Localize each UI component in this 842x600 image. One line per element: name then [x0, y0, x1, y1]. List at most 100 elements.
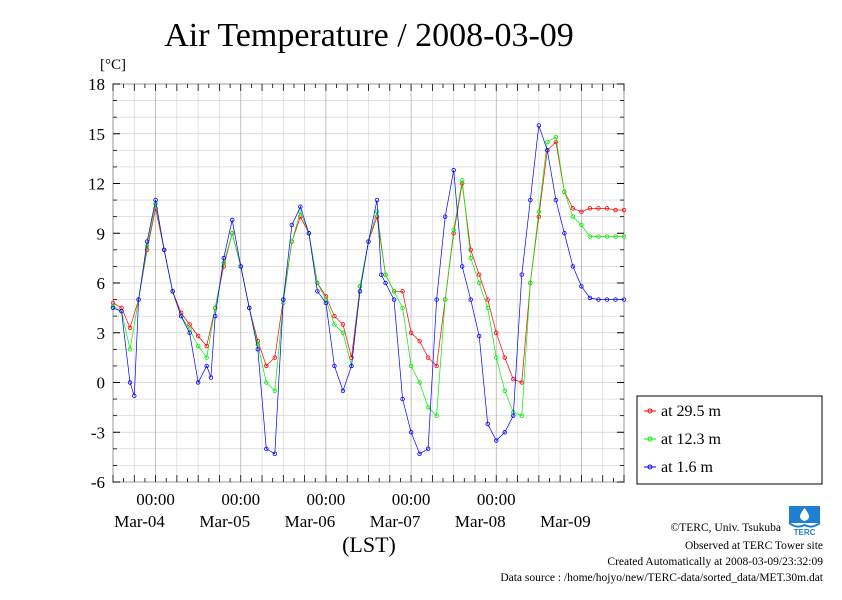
data-point [536, 214, 542, 219]
data-point [204, 363, 209, 369]
site-text: Observed at TERC Tower site [685, 540, 823, 552]
x-tick-date-label: Mar-05 [199, 512, 250, 531]
data-point [536, 123, 542, 128]
data-point [340, 388, 346, 393]
data-point [596, 234, 601, 239]
data-point [485, 305, 490, 311]
y-tick-label: 9 [97, 224, 106, 243]
data-point [400, 396, 405, 402]
data-point [212, 305, 218, 311]
data-point [604, 297, 610, 302]
data-point [391, 297, 397, 302]
data-point [195, 380, 201, 385]
legend-swatch-marker [647, 436, 653, 442]
data-point [485, 421, 490, 427]
x-tick-date-label: Mar-06 [285, 512, 336, 531]
y-tick-label: 12 [88, 175, 105, 194]
data-point [204, 355, 209, 360]
data-point [247, 305, 252, 311]
legend-label: at 29.5 m [661, 403, 722, 420]
data-point [264, 446, 269, 452]
y-tick-label: -6 [91, 473, 105, 492]
data-point [379, 272, 384, 277]
data-point [238, 264, 243, 269]
data-point [132, 393, 137, 398]
data-point [161, 247, 167, 253]
data-point [110, 305, 116, 311]
data-point [272, 355, 278, 360]
data-point [613, 297, 618, 302]
legend-item: at 12.3 m [644, 431, 722, 448]
data-point [391, 289, 397, 294]
y-unit-label: [°C] [100, 57, 126, 73]
data-point [485, 297, 490, 302]
data-point [144, 244, 150, 249]
data-point [127, 325, 133, 330]
data-point [587, 206, 593, 211]
data-point [613, 234, 618, 239]
data-point [596, 206, 601, 211]
data-point [374, 214, 380, 219]
data-point [298, 204, 303, 209]
axes: 18 15 12 9 6 3 0 -3 -6 00:00 Mar-04 00:00 Mar-05 00:0… [88, 75, 625, 531]
data-point [621, 207, 627, 213]
data-point [425, 355, 431, 360]
data-point [281, 297, 286, 302]
y-tick-label: -3 [91, 423, 105, 442]
x-tick-time-label: 00:00 [477, 490, 516, 509]
data-point [289, 222, 295, 228]
data-point [604, 234, 610, 239]
y-tick-label: 18 [88, 75, 105, 94]
x-tick-time-label: 00:00 [307, 490, 346, 509]
chart-title: Air Temperature / 2008-03-09 [164, 17, 574, 54]
data-point [417, 380, 422, 385]
copyright-text: ©TERC, Univ. Tsukuba [671, 522, 781, 534]
data-point [434, 297, 439, 302]
data-point [357, 289, 363, 294]
data-point [306, 231, 312, 236]
data-point [383, 272, 388, 277]
data-point [459, 264, 465, 269]
data-point [545, 139, 550, 145]
data-point [528, 197, 533, 203]
data-point [187, 322, 192, 327]
series [110, 123, 627, 457]
x-axis-title: (LST) [342, 532, 396, 557]
data-point [579, 209, 584, 214]
data-point [425, 405, 431, 410]
data-point [434, 413, 439, 418]
x-tick-time-label: 00:00 [136, 490, 175, 509]
source-text: Data source : /home/hojyo/new/TERC-data/… [500, 572, 823, 584]
data-point [425, 446, 431, 452]
data-point [570, 264, 576, 269]
y-tick-label: 3 [97, 324, 106, 343]
data-point [417, 338, 422, 344]
data-point [417, 451, 422, 457]
data-point [408, 363, 414, 369]
data-point [332, 313, 337, 319]
legend-swatch-marker [647, 408, 653, 414]
data-point [587, 295, 593, 301]
data-point [468, 255, 473, 261]
legend-item: at 1.6 m [644, 459, 714, 476]
data-point [604, 206, 610, 211]
series-2 [110, 123, 627, 457]
x-tick-date-label: Mar-08 [455, 512, 506, 531]
data-point [596, 297, 601, 302]
data-point [408, 330, 414, 335]
x-tick-time-label: 00:00 [392, 490, 431, 509]
data-point [357, 284, 363, 289]
data-point [477, 333, 482, 339]
data-point [144, 239, 150, 244]
terc-logo: TERC [787, 503, 822, 537]
y-tick-label: 15 [88, 125, 105, 144]
data-point [208, 375, 214, 380]
x-tick-time-label: 00:00 [221, 490, 260, 509]
data-point [170, 289, 175, 294]
data-point [272, 388, 278, 393]
legend-box [636, 395, 823, 485]
data-point [511, 413, 516, 418]
data-point [579, 222, 584, 228]
